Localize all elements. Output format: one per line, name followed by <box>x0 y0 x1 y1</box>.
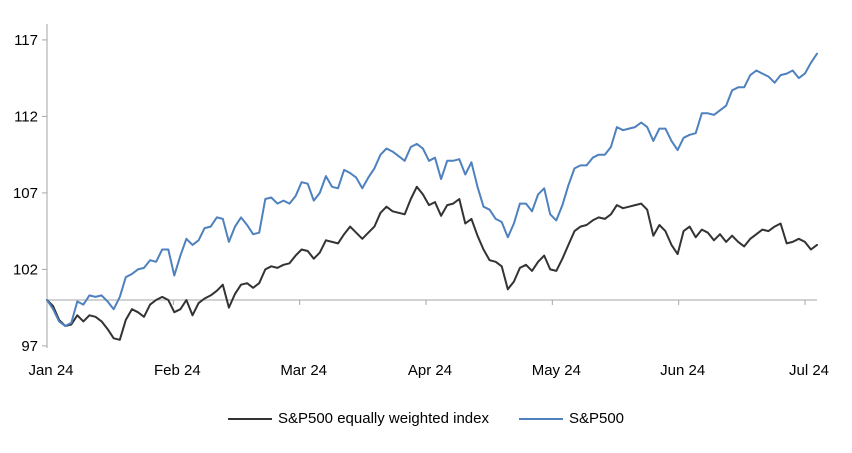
x-tick-label: Jan 24 <box>28 362 73 379</box>
legend-item-sp500: S&P500 <box>518 410 625 427</box>
y-tick-label: 112 <box>14 109 38 126</box>
x-tick-label: Jun 24 <box>660 362 705 379</box>
x-tick-label: Feb 24 <box>154 362 201 379</box>
series-line-equal-weighted <box>46 185 818 341</box>
legend-line-swatch-equal-weighted <box>227 417 272 420</box>
x-tick-label: Mar 24 <box>280 362 327 379</box>
y-tick-label: 102 <box>13 262 38 279</box>
x-tick-label: Jul 24 <box>789 362 829 379</box>
legend-item-equal-weighted: S&P500 equally weighted index <box>227 410 489 427</box>
x-tick-label: May 24 <box>532 362 581 379</box>
legend-label-equal-weighted: S&P500 equally weighted index <box>277 410 489 427</box>
y-tick-label: 107 <box>13 185 38 202</box>
y-tick-label: 117 <box>14 32 38 49</box>
legend-line-swatch-sp500 <box>518 417 563 420</box>
chart-legend: S&P500 equally weighted index S&P500 <box>0 410 852 427</box>
y-tick-label: 97 <box>21 338 38 355</box>
x-tick-label: Apr 24 <box>408 362 452 379</box>
legend-label-sp500: S&P500 <box>568 410 625 427</box>
series-line-sp500 <box>46 52 818 327</box>
